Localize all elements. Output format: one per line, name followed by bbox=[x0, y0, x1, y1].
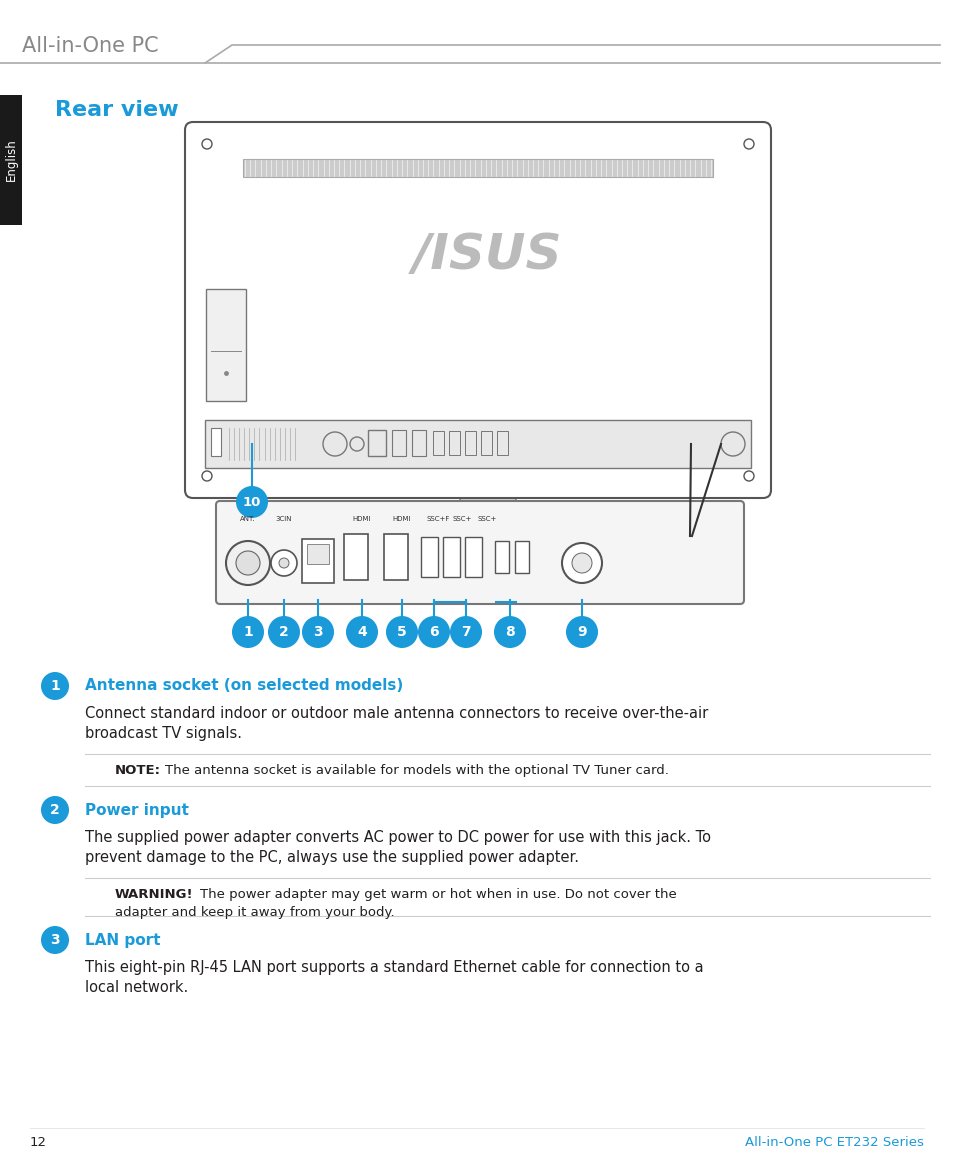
Text: 12: 12 bbox=[30, 1137, 47, 1149]
Circle shape bbox=[346, 616, 377, 648]
Text: HDMI: HDMI bbox=[393, 516, 411, 522]
FancyBboxPatch shape bbox=[344, 534, 368, 580]
Circle shape bbox=[232, 616, 264, 648]
FancyBboxPatch shape bbox=[215, 501, 743, 604]
Circle shape bbox=[450, 616, 481, 648]
Text: Antenna socket (on selected models): Antenna socket (on selected models) bbox=[85, 678, 403, 693]
Text: broadcast TV signals.: broadcast TV signals. bbox=[85, 726, 242, 742]
Circle shape bbox=[572, 553, 592, 573]
Text: All-in-One PC ET232 Series: All-in-One PC ET232 Series bbox=[744, 1137, 923, 1149]
FancyBboxPatch shape bbox=[515, 541, 529, 573]
Text: English: English bbox=[5, 139, 17, 181]
FancyBboxPatch shape bbox=[302, 539, 334, 583]
Circle shape bbox=[41, 926, 69, 954]
FancyBboxPatch shape bbox=[416, 558, 559, 586]
Text: 3: 3 bbox=[51, 933, 60, 947]
FancyBboxPatch shape bbox=[206, 289, 246, 401]
Text: 1: 1 bbox=[243, 625, 253, 639]
Text: The supplied power adapter converts AC power to DC power for use with this jack.: The supplied power adapter converts AC p… bbox=[85, 830, 710, 845]
Text: 7: 7 bbox=[460, 625, 471, 639]
Text: WARNING!: WARNING! bbox=[115, 888, 193, 901]
Text: The power adapter may get warm or hot when in use. Do not cover the: The power adapter may get warm or hot wh… bbox=[200, 888, 676, 901]
Text: LAN port: LAN port bbox=[85, 932, 160, 947]
Text: The antenna socket is available for models with the optional TV Tuner card.: The antenna socket is available for mode… bbox=[165, 763, 668, 777]
FancyBboxPatch shape bbox=[205, 420, 750, 468]
Polygon shape bbox=[456, 468, 519, 558]
Circle shape bbox=[494, 616, 525, 648]
Text: ANT.: ANT. bbox=[240, 516, 255, 522]
Circle shape bbox=[417, 616, 450, 648]
Text: 2: 2 bbox=[51, 803, 60, 817]
FancyBboxPatch shape bbox=[243, 159, 712, 177]
Circle shape bbox=[302, 616, 334, 648]
Text: 3: 3 bbox=[313, 625, 322, 639]
Text: 5: 5 bbox=[396, 625, 406, 639]
FancyBboxPatch shape bbox=[420, 537, 437, 578]
Text: SSC+F: SSC+F bbox=[426, 516, 449, 522]
Circle shape bbox=[41, 796, 69, 824]
FancyBboxPatch shape bbox=[0, 95, 22, 225]
Text: SSC+: SSC+ bbox=[452, 516, 471, 522]
Text: 1: 1 bbox=[51, 679, 60, 693]
Text: SSC+: SSC+ bbox=[476, 516, 497, 522]
FancyBboxPatch shape bbox=[185, 122, 770, 498]
Text: HDMI: HDMI bbox=[353, 516, 371, 522]
Circle shape bbox=[565, 616, 598, 648]
Text: prevent damage to the PC, always use the supplied power adapter.: prevent damage to the PC, always use the… bbox=[85, 850, 578, 865]
Text: All-in-One PC: All-in-One PC bbox=[22, 36, 158, 55]
Circle shape bbox=[41, 672, 69, 700]
Text: 2: 2 bbox=[279, 625, 289, 639]
Text: Connect standard indoor or outdoor male antenna connectors to receive over-the-a: Connect standard indoor or outdoor male … bbox=[85, 706, 707, 721]
FancyBboxPatch shape bbox=[464, 537, 481, 578]
Text: /ISUS: /ISUS bbox=[413, 231, 562, 280]
Circle shape bbox=[271, 550, 296, 576]
FancyBboxPatch shape bbox=[442, 537, 459, 578]
Text: Power input: Power input bbox=[85, 803, 189, 818]
Circle shape bbox=[235, 486, 268, 517]
Text: NOTE:: NOTE: bbox=[115, 763, 161, 777]
Text: 8: 8 bbox=[504, 625, 515, 639]
Circle shape bbox=[235, 551, 260, 575]
Text: 9: 9 bbox=[577, 625, 586, 639]
Text: 4: 4 bbox=[356, 625, 367, 639]
Circle shape bbox=[226, 541, 270, 584]
Text: 6: 6 bbox=[429, 625, 438, 639]
FancyBboxPatch shape bbox=[495, 541, 509, 573]
FancyBboxPatch shape bbox=[307, 544, 329, 564]
Circle shape bbox=[268, 616, 299, 648]
Circle shape bbox=[386, 616, 417, 648]
Text: local network.: local network. bbox=[85, 979, 188, 994]
Text: Rear view: Rear view bbox=[55, 100, 178, 120]
Text: 3CIN: 3CIN bbox=[275, 516, 292, 522]
FancyBboxPatch shape bbox=[384, 534, 408, 580]
Text: This eight-pin RJ-45 LAN port supports a standard Ethernet cable for connection : This eight-pin RJ-45 LAN port supports a… bbox=[85, 960, 703, 975]
Circle shape bbox=[561, 543, 601, 583]
Text: 10: 10 bbox=[243, 495, 261, 508]
FancyBboxPatch shape bbox=[211, 429, 221, 456]
Circle shape bbox=[278, 558, 289, 568]
Text: adapter and keep it away from your body.: adapter and keep it away from your body. bbox=[115, 906, 395, 919]
